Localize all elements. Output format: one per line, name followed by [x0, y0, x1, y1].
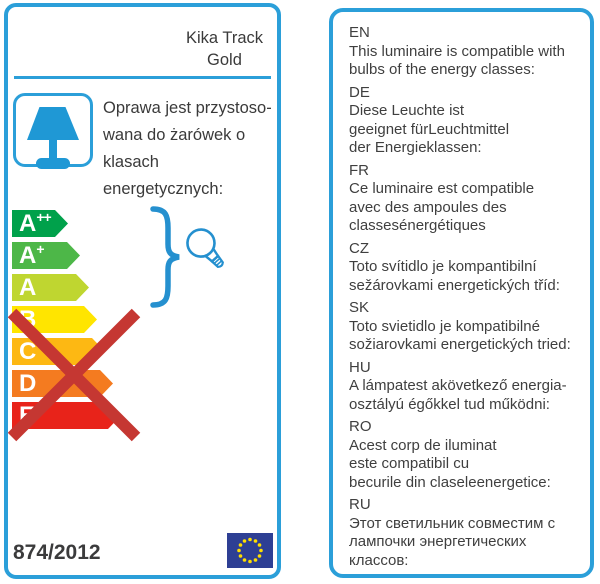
lang-block-ro: RO Acest corp de iluminat este compatibi…: [349, 418, 588, 492]
light-bulb-icon: [186, 228, 224, 268]
lang-code: RO: [349, 418, 372, 435]
lang-code: SK: [349, 299, 370, 316]
energy-bar-label: A: [19, 274, 37, 301]
lang-code: EN: [349, 24, 370, 41]
energy-bar-a: A: [12, 274, 89, 301]
energy-bar-label: A ++: [19, 209, 51, 237]
lang-code: DE: [349, 83, 370, 101]
lang-text: Diese Leuchte ist geeignet fürLeuchtmitt…: [349, 102, 510, 156]
lang-text: Этот светильник совместим с лампочки эне…: [349, 514, 556, 569]
lang-text: A lámpatest akövetkező energia- osztályú…: [349, 377, 567, 413]
energy-class-scale: A ++ A + A B C D E: [12, 210, 121, 434]
lang-text: Toto svietidlo je kompatibilné sožiarovk…: [349, 317, 571, 354]
energy-bar-label: E: [19, 402, 36, 429]
regulation-number: 874/2012: [13, 541, 101, 564]
lang-block-cz: CZ Toto svítidlo je kompantibilní sežáro…: [349, 240, 588, 296]
energy-bar-a-plus-plus: A ++: [12, 210, 68, 237]
translations-panel: EN This luminaire is compatible with bul…: [329, 8, 594, 578]
lang-code: CZ: [349, 239, 369, 257]
energy-bar-label: C: [19, 338, 37, 365]
lang-text: Toto svítidlo je kompantibilní sežárovka…: [349, 258, 560, 294]
lang-code: RU: [349, 496, 371, 513]
lang-block-de: DE Diese Leuchte ist geeignet fürLeuchtm…: [349, 84, 588, 158]
divider-line: [14, 76, 271, 79]
lang-text: This luminaire is compatible with bulbs …: [349, 42, 565, 79]
energy-bar-label: D: [19, 370, 37, 397]
energy-bar-d: D: [12, 370, 113, 397]
lang-block-fr: FR Ce luminaire est compatible avec des …: [349, 162, 588, 236]
lang-block-en: EN This luminaire is compatible with bul…: [349, 24, 588, 80]
energy-bar-c: C: [12, 338, 105, 365]
eu-flag-stars: [237, 537, 263, 564]
description-pl: Oprawa jest przystoso- wana do żarówek o…: [103, 99, 272, 198]
lang-block-ru: RU Этот светильник совместим с лампочки …: [349, 496, 588, 570]
product-title: Kika Track Gold: [185, 29, 263, 69]
lang-text: Ce luminaire est compatible avec des amp…: [349, 180, 535, 234]
energy-label-panel: Kika Track Gold Oprawa jest przystoso- w…: [4, 3, 281, 579]
energy-bar-label: A +: [19, 241, 44, 269]
lamp-shade-icon: [27, 107, 79, 140]
lang-code: HU: [349, 358, 371, 376]
brace-icon: [150, 206, 180, 308]
energy-bar-a-plus: A +: [12, 242, 80, 269]
energy-bar-e: E: [12, 402, 121, 429]
energy-bar-label: B: [19, 306, 37, 333]
lang-block-sk: SK Toto svietidlo je kompatibilné sožiar…: [349, 299, 588, 355]
lamp-stem-icon: [49, 138, 57, 164]
lang-text: Acest corp de iluminat este compatibil c…: [349, 436, 551, 491]
eu-flag: [227, 533, 273, 568]
luminaire-icon: [13, 93, 93, 169]
energy-bar-b: B: [12, 306, 97, 333]
lamp-base-icon: [36, 158, 70, 169]
lang-code: FR: [349, 161, 369, 179]
lang-block-hu: HU A lámpatest akövetkező energia- osztá…: [349, 359, 588, 415]
